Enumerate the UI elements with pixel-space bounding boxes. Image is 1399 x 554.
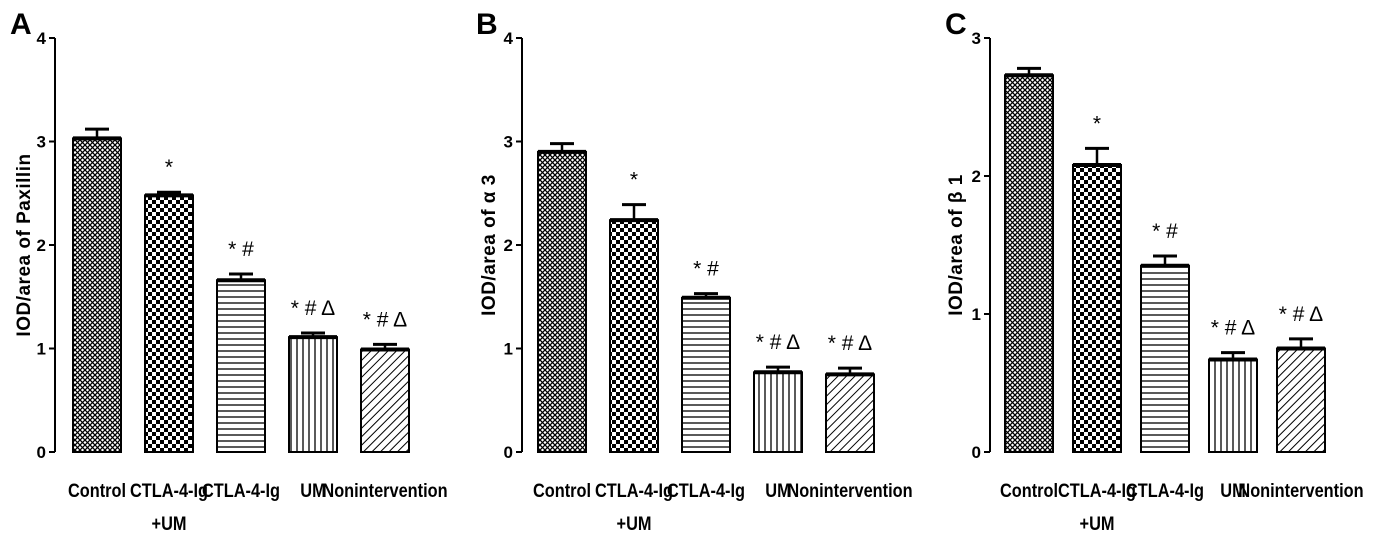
x-tick-label: CTLA-4-Ig <box>130 480 208 501</box>
bar-5 <box>360 348 410 453</box>
bar-2 <box>144 194 194 453</box>
bar-1 <box>1004 74 1054 453</box>
chart-panel-c: C 0 1 2 3 IOD/area of β 1 Control * CTLA-4-Ig +UM… <box>945 8 1364 534</box>
x-tick-label: Control <box>1000 480 1058 501</box>
y-tick-label: 3 <box>37 133 46 152</box>
y-tick-label: 0 <box>504 443 513 462</box>
panels: A 0 1 2 3 4 IOD/area of Paxillin Control * CTLA-4… <box>10 8 1364 534</box>
panel-label: C <box>945 8 967 41</box>
bar-1 <box>537 150 587 453</box>
y-tick-label: 2 <box>972 167 981 186</box>
x-tick-label: +UM <box>617 513 652 534</box>
y-tick-label: 3 <box>972 29 981 48</box>
bar-3 <box>1140 264 1190 454</box>
significance-annotation: * # Δ <box>291 297 335 320</box>
x-tick-label: CTLA-4-Ig <box>667 480 745 501</box>
significance-annotation: * # Δ <box>1211 317 1255 340</box>
significance-annotation: * # Δ <box>828 332 872 355</box>
y-axis-label: IOD/area of Paxillin <box>14 153 35 336</box>
y-tick-label: 3 <box>504 133 513 152</box>
panel-label: A <box>10 8 32 41</box>
bar-4 <box>288 336 338 453</box>
significance-annotation: * # <box>228 238 254 261</box>
x-tick-label: +UM <box>152 513 187 534</box>
x-tick-label: Nonintervention <box>1238 480 1363 501</box>
y-tick-label: 1 <box>37 340 46 359</box>
x-tick-label: UM <box>300 480 325 501</box>
x-tick-label: CTLA-4-Ig <box>202 480 280 501</box>
y-tick-label: 2 <box>37 236 46 255</box>
significance-annotation: * <box>165 156 173 179</box>
significance-annotation: * # Δ <box>756 331 800 354</box>
y-tick-label: 4 <box>504 29 514 48</box>
bar-4 <box>753 371 803 453</box>
significance-annotation: * <box>630 169 638 192</box>
x-tick-label: CTLA-4-Ig <box>1058 480 1136 501</box>
bar-3 <box>681 296 731 453</box>
x-tick-label: UM <box>1220 480 1245 501</box>
y-axis-label: IOD/area of α 3 <box>479 174 500 316</box>
y-tick-label: 0 <box>972 443 981 462</box>
bar-1 <box>72 137 122 454</box>
y-tick-label: 1 <box>972 305 981 324</box>
significance-annotation: * # Δ <box>1279 303 1323 326</box>
y-axis-label: IOD/area of β 1 <box>946 174 967 316</box>
y-tick-label: 0 <box>37 443 46 462</box>
x-tick-label: CTLA-4-Ig <box>1126 480 1204 501</box>
significance-annotation: * # <box>693 258 719 281</box>
bar-4 <box>1208 358 1258 454</box>
panel-label: B <box>476 8 498 41</box>
chart-panel-a: A 0 1 2 3 4 IOD/area of Paxillin Control * CTLA-4… <box>10 8 448 534</box>
bar-3 <box>216 279 266 453</box>
x-tick-label: Nonintervention <box>787 480 912 501</box>
chart-panel-b: B 0 1 2 3 4 IOD/area of α 3 Control * CTLA-4-Ig +U… <box>476 8 913 534</box>
significance-annotation: * # <box>1152 220 1178 243</box>
y-tick-label: 4 <box>37 29 47 48</box>
x-tick-label: Control <box>533 480 591 501</box>
significance-annotation: * # Δ <box>363 308 407 331</box>
bar-2 <box>1072 163 1122 454</box>
x-tick-label: +UM <box>1080 513 1115 534</box>
bar-5 <box>825 373 875 453</box>
bar-2 <box>609 219 659 453</box>
x-tick-label: UM <box>765 480 790 501</box>
bar-5 <box>1276 347 1326 453</box>
x-tick-label: Nonintervention <box>322 480 447 501</box>
x-tick-label: Control <box>68 480 126 501</box>
y-tick-label: 2 <box>504 236 513 255</box>
y-tick-label: 1 <box>504 340 513 359</box>
significance-annotation: * <box>1093 112 1101 135</box>
x-tick-label: CTLA-4-Ig <box>595 480 673 501</box>
